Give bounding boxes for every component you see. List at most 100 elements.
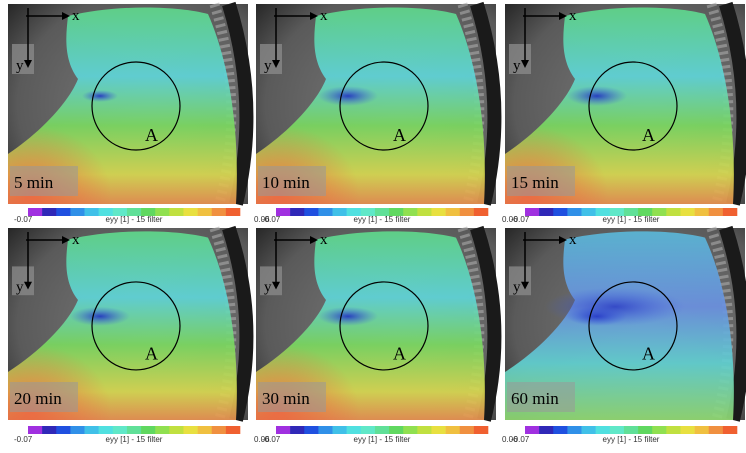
colorbar-swatch	[85, 426, 99, 434]
time-label: 10 min	[262, 173, 310, 192]
x-axis-label: x	[72, 8, 80, 24]
panel: Axy15 min	[505, 4, 745, 204]
x-axis-label: x	[320, 232, 328, 248]
x-axis-label: x	[320, 8, 328, 24]
colorbar-min: -0.07	[511, 215, 530, 224]
colorbar-swatch	[361, 426, 375, 434]
strain-low	[318, 307, 378, 326]
strain-low	[318, 86, 378, 106]
colorbar-swatch	[403, 426, 417, 434]
colorbar-swatch	[347, 426, 361, 434]
colorbar-swatch	[70, 426, 84, 434]
colorbar-label: eyy [1] - 15 filter	[106, 215, 163, 224]
colorbar-swatch	[70, 208, 84, 216]
strain-low	[82, 90, 118, 102]
colorbar-swatch	[226, 426, 240, 434]
colorbar-swatch	[666, 426, 680, 434]
colorbar-swatch	[198, 208, 212, 216]
figure: Axy5 min-0.07eyy [1] - 15 filter0.06Axy1…	[0, 0, 746, 453]
strain-low	[545, 288, 685, 326]
y-axis-label: y	[16, 279, 24, 295]
colorbar-swatch	[127, 426, 141, 434]
colorbar-min: -0.07	[14, 215, 33, 224]
colorbar-swatch	[695, 426, 709, 434]
colorbar-swatch	[652, 426, 666, 434]
colorbar-swatch	[460, 426, 474, 434]
time-label: 5 min	[14, 173, 54, 192]
colorbar-label: eyy [1] - 15 filter	[603, 435, 660, 444]
colorbar-swatch	[680, 426, 694, 434]
colorbar-swatch	[582, 208, 596, 216]
colorbar-swatch	[709, 208, 723, 216]
colorbar-swatch	[333, 426, 347, 434]
colorbar-swatch	[553, 208, 567, 216]
colorbar-swatch	[56, 208, 70, 216]
colorbar-label: eyy [1] - 15 filter	[354, 435, 411, 444]
colorbar-swatch	[553, 426, 567, 434]
colorbar-swatch	[375, 426, 389, 434]
colorbar-swatch	[42, 208, 56, 216]
colorbar-swatch	[56, 426, 70, 434]
colorbar-swatch	[460, 208, 474, 216]
colorbar-swatch	[525, 426, 539, 434]
colorbar-swatch	[42, 426, 56, 434]
region-label: A	[145, 125, 158, 145]
colorbar-label: eyy [1] - 15 filter	[603, 215, 660, 224]
colorbar-label: eyy [1] - 15 filter	[354, 215, 411, 224]
colorbar-swatch	[28, 426, 42, 434]
region-label: A	[145, 344, 158, 364]
x-axis-label: x	[72, 232, 80, 248]
y-axis-label: y	[264, 279, 272, 295]
colorbar-swatch	[723, 426, 737, 434]
x-axis-label: x	[569, 8, 577, 24]
colorbar-swatch	[198, 426, 212, 434]
colorbar-swatch	[417, 208, 431, 216]
colorbar-swatch	[624, 426, 638, 434]
colorbar-swatch	[567, 208, 581, 216]
region-label: A	[393, 344, 406, 364]
colorbar-swatch	[638, 426, 652, 434]
colorbar-swatch	[141, 426, 155, 434]
colorbar-swatch	[226, 208, 240, 216]
colorbar-swatch	[539, 426, 553, 434]
colorbar-swatch	[318, 208, 332, 216]
colorbar-min: -0.07	[262, 435, 281, 444]
strain-low	[567, 86, 627, 106]
colorbar-swatch	[695, 208, 709, 216]
colorbar-swatch	[431, 426, 445, 434]
colorbar-swatch	[539, 208, 553, 216]
y-axis-label: y	[513, 58, 521, 74]
y-axis-label: y	[264, 58, 272, 74]
colorbar-swatch	[474, 208, 488, 216]
colorbar-min: -0.07	[511, 435, 530, 444]
colorbar-swatch	[723, 208, 737, 216]
strain-low	[70, 307, 130, 326]
x-axis-label: x	[569, 232, 577, 248]
panel: Axy60 min	[505, 228, 745, 420]
colorbar-swatch	[582, 426, 596, 434]
colorbar-swatch	[290, 426, 304, 434]
colorbar-swatch	[113, 426, 127, 434]
panel: Axy10 min	[256, 4, 496, 204]
y-axis-label: y	[513, 279, 521, 295]
colorbar-swatch	[666, 208, 680, 216]
colorbar-swatch	[474, 426, 488, 434]
colorbar-swatch	[318, 426, 332, 434]
colorbar-swatch	[567, 426, 581, 434]
colorbar-swatch	[610, 426, 624, 434]
panel: Axy5 min	[8, 4, 248, 204]
time-label: 15 min	[511, 173, 559, 192]
colorbar-swatch	[389, 426, 403, 434]
colorbar-swatch	[446, 208, 460, 216]
panel: Axy30 min	[256, 228, 496, 420]
colorbar-swatch	[333, 208, 347, 216]
colorbar-min: -0.07	[262, 215, 281, 224]
colorbar-swatch	[290, 208, 304, 216]
colorbar-swatch	[304, 208, 318, 216]
colorbar-swatch	[304, 426, 318, 434]
colorbar-swatch	[169, 426, 183, 434]
colorbar-swatch	[680, 208, 694, 216]
colorbar-swatch	[85, 208, 99, 216]
colorbar-swatch	[212, 426, 226, 434]
